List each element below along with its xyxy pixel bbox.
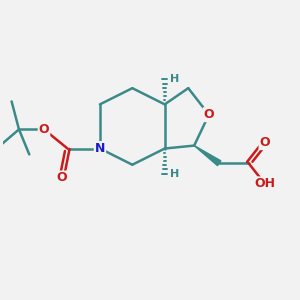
Text: H: H: [170, 74, 179, 84]
Text: N: N: [95, 142, 105, 155]
Text: O: O: [260, 136, 270, 149]
Polygon shape: [194, 146, 221, 166]
Text: O: O: [56, 172, 67, 184]
Text: H: H: [170, 169, 179, 178]
Text: O: O: [39, 123, 49, 136]
Text: O: O: [204, 108, 214, 121]
Text: OH: OH: [254, 177, 275, 190]
